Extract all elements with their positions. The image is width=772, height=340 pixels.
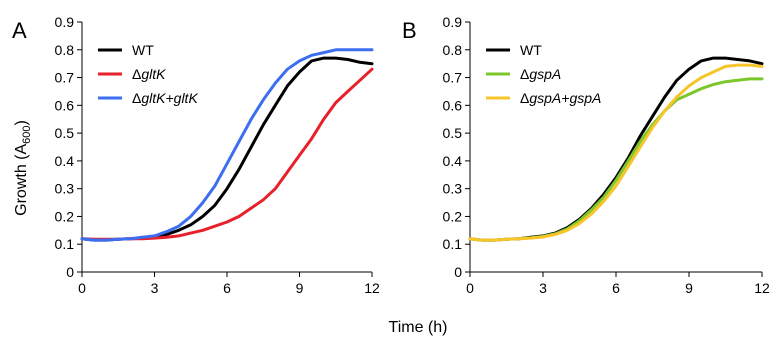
y-tick-label: 0.9: [443, 14, 463, 30]
x-tick-label: 6: [223, 280, 231, 296]
legend-label: ΔgspA: [520, 66, 561, 82]
legend-label: ΔgltK: [132, 66, 166, 82]
series-line-b-3: [468, 63, 764, 242]
y-axis-title-subscript: 600: [21, 125, 33, 143]
series-line-a-1: [80, 56, 374, 242]
x-tick-label: 6: [612, 280, 620, 296]
y-axis-title-main: Growth (A: [13, 144, 30, 216]
legend-label: ΔgltK+gltK: [132, 90, 198, 106]
y-tick-label: 0.3: [55, 181, 75, 197]
legend-a: WT ΔgltK ΔgltK+gltK: [98, 42, 198, 106]
x-tick-label: 12: [364, 280, 380, 296]
y-tick-label: 0: [66, 264, 74, 280]
series-line-a-2: [80, 67, 374, 241]
y-tick-label: 0.3: [443, 181, 463, 197]
y-tick-label: 0.7: [55, 70, 75, 86]
y-tick-label: 0.8: [55, 42, 75, 58]
y-tick-label: 0.1: [443, 236, 463, 252]
chart-panel-a: A 0 0.1 0.2 0.3 0.4 0.5 0.6 0.7 0.8 0.9 0 3 6 9 12 WT Δgl…: [12, 14, 380, 296]
x-tick-label: 9: [296, 280, 304, 296]
y-tick-label: 0.4: [443, 153, 463, 169]
y-tick-label: 0.7: [443, 70, 463, 86]
legend-b: WT ΔgspA ΔgspA+gspA: [486, 42, 601, 106]
y-tick-label: 0.6: [443, 97, 463, 113]
legend-label: ΔgspA+gspA: [520, 90, 601, 106]
y-tick-label: 0.8: [443, 42, 463, 58]
y-tick-label: 0.9: [55, 14, 75, 30]
series-line-b-1: [468, 56, 764, 242]
x-tick-label: 3: [151, 280, 159, 296]
series-line-a-3: [80, 48, 374, 242]
x-tick-label: 0: [466, 280, 474, 296]
y-tick-label: 0.1: [55, 236, 75, 252]
y-tick-label: 0: [454, 264, 462, 280]
series-line-b-2: [468, 77, 764, 242]
x-tick-label: 12: [754, 280, 770, 296]
panel-letter-a: A: [12, 18, 27, 43]
y-tick-label: 0.5: [55, 125, 75, 141]
y-tick-label: 0.6: [55, 97, 75, 113]
y-axis-title: Growth (A600): [13, 120, 33, 216]
x-tick-label: 3: [539, 280, 547, 296]
legend-label: WT: [520, 42, 542, 58]
y-tick-label: 0.2: [443, 208, 463, 224]
y-axis-title-end: ): [13, 120, 30, 125]
y-tick-label: 0.2: [55, 208, 75, 224]
legend-label: WT: [132, 42, 154, 58]
y-tick-label: 0.4: [55, 153, 75, 169]
x-tick-label: 0: [78, 280, 86, 296]
y-tick-label: 0.5: [443, 125, 463, 141]
x-tick-label: 9: [685, 280, 693, 296]
panel-letter-b: B: [402, 18, 417, 43]
x-axis-title: Time (h): [389, 319, 448, 336]
chart-panel-b: B 0 0.1 0.2 0.3 0.4 0.5 0.6 0.7 0.8 0.9 0 3 6 9 12 WT Δgs…: [402, 14, 770, 296]
